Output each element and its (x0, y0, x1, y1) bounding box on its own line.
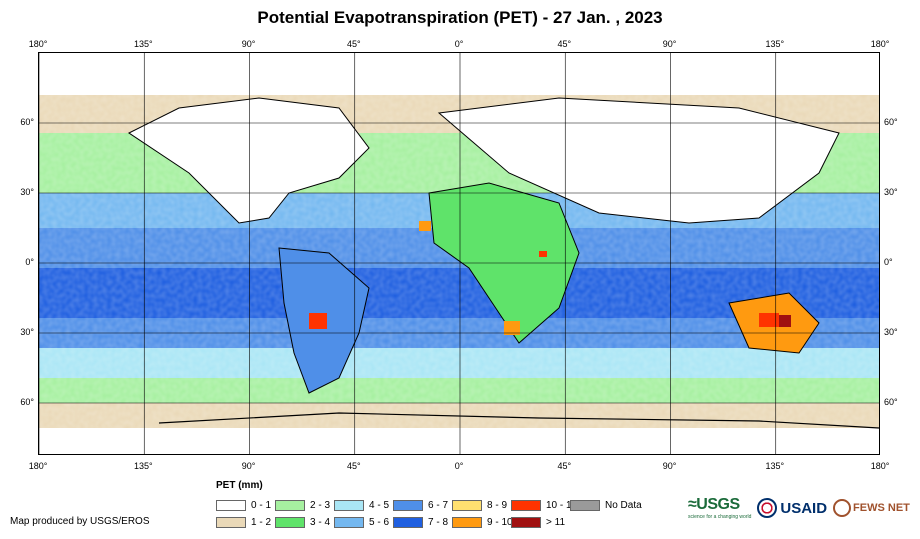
legend-label: > 11 (546, 516, 565, 528)
graticule-label: 60° (20, 397, 34, 407)
legend-item: 8 - 9 (452, 498, 507, 512)
legend-swatch (452, 499, 482, 511)
legend-item: 6 - 7 (393, 498, 448, 512)
graticule-label: 0° (454, 461, 464, 471)
legend-label: 5 - 6 (369, 516, 390, 528)
graticule-label: 180° (870, 461, 890, 471)
graticule-label: 45° (346, 461, 361, 471)
legend-label: 8 - 9 (487, 499, 508, 511)
legend-label: 2 - 3 (310, 499, 331, 511)
legend-swatch (216, 516, 246, 528)
legend-swatch (275, 499, 305, 511)
graticule-label: 135° (765, 461, 785, 471)
graticule-label: 180° (870, 39, 890, 49)
legend-item: 5 - 6 (334, 515, 389, 529)
graticule-label: 90° (241, 461, 256, 471)
credit-text: Map produced by USGS/EROS (10, 516, 150, 527)
legend-item: 9 - 10 (452, 515, 513, 529)
graticule-label: 135° (765, 39, 785, 49)
graticule-lines (39, 53, 879, 454)
graticule-label: 180° (28, 39, 48, 49)
legend-item: No Data (570, 498, 642, 512)
legend-swatch (275, 516, 305, 528)
graticule-label: 45° (557, 39, 572, 49)
legend-item: 1 - 2 (216, 515, 271, 529)
graticule-label: 60° (884, 117, 898, 127)
map-title: Potential Evapotranspiration (PET) - 27 … (257, 8, 663, 27)
graticule-label: 0° (25, 257, 34, 267)
legend-item: 7 - 8 (393, 515, 448, 529)
legend-label: 7 - 8 (428, 516, 449, 528)
graticule-label: 0° (454, 39, 464, 49)
graticule-label: 45° (557, 461, 572, 471)
legend-item: 10 - 11 (511, 498, 576, 512)
graticule-label: 45° (346, 39, 361, 49)
legend-swatch (511, 499, 541, 511)
graticule-label: 60° (20, 117, 34, 127)
legend-swatch (216, 499, 246, 511)
graticule-label: 30° (20, 327, 34, 337)
usaid-seal-icon (757, 498, 778, 518)
legend-label: 4 - 5 (369, 499, 390, 511)
legend-label: 1 - 2 (251, 516, 272, 528)
legend-item: 2 - 3 (275, 498, 330, 512)
legend-label: 10 - 11 (546, 499, 577, 511)
legend-swatch (511, 516, 541, 528)
graticule-label: 30° (20, 187, 34, 197)
legend-label: 6 - 7 (428, 499, 449, 511)
usgs-logo: ≈USGS science for a changing world (688, 496, 752, 520)
legend-item: 0 - 1 (216, 498, 271, 512)
legend-swatch (393, 499, 423, 511)
legend-label: No Data (605, 499, 642, 511)
usaid-logo: USAID (757, 498, 827, 518)
legend-swatch (570, 499, 600, 511)
graticule-label: 135° (133, 39, 153, 49)
graticule-label: 90° (662, 461, 677, 471)
legend-swatch (393, 516, 423, 528)
legend-item: > 11 (511, 515, 565, 529)
legend-item: 3 - 4 (275, 515, 330, 529)
graticule-label: 90° (241, 39, 256, 49)
pet-map (38, 52, 880, 455)
legend-item: 4 - 5 (334, 498, 389, 512)
pet-map-canvas (39, 53, 879, 454)
legend-label: 0 - 1 (251, 499, 272, 511)
graticule-label: 30° (884, 327, 898, 337)
graticule-label: 180° (28, 461, 48, 471)
graticule-label: 135° (133, 461, 153, 471)
graticule-label: 0° (884, 257, 893, 267)
graticule-label: 90° (662, 39, 677, 49)
legend-swatch (334, 499, 364, 511)
legend-title: PET (mm) (216, 480, 263, 491)
high-pet-hotspots (309, 221, 791, 335)
legend-swatch (452, 516, 482, 528)
graticule-label: 60° (884, 397, 898, 407)
legend-label: 3 - 4 (310, 516, 331, 528)
graticule-label: 30° (884, 187, 898, 197)
legend-swatch (334, 516, 364, 528)
legend-label: 9 - 10 (487, 516, 513, 528)
fews-globe-icon (833, 499, 852, 517)
partner-logos: ≈USGS science for a changing world USAID… (688, 496, 910, 520)
fews-net-logo: FEWS NET (833, 499, 910, 517)
